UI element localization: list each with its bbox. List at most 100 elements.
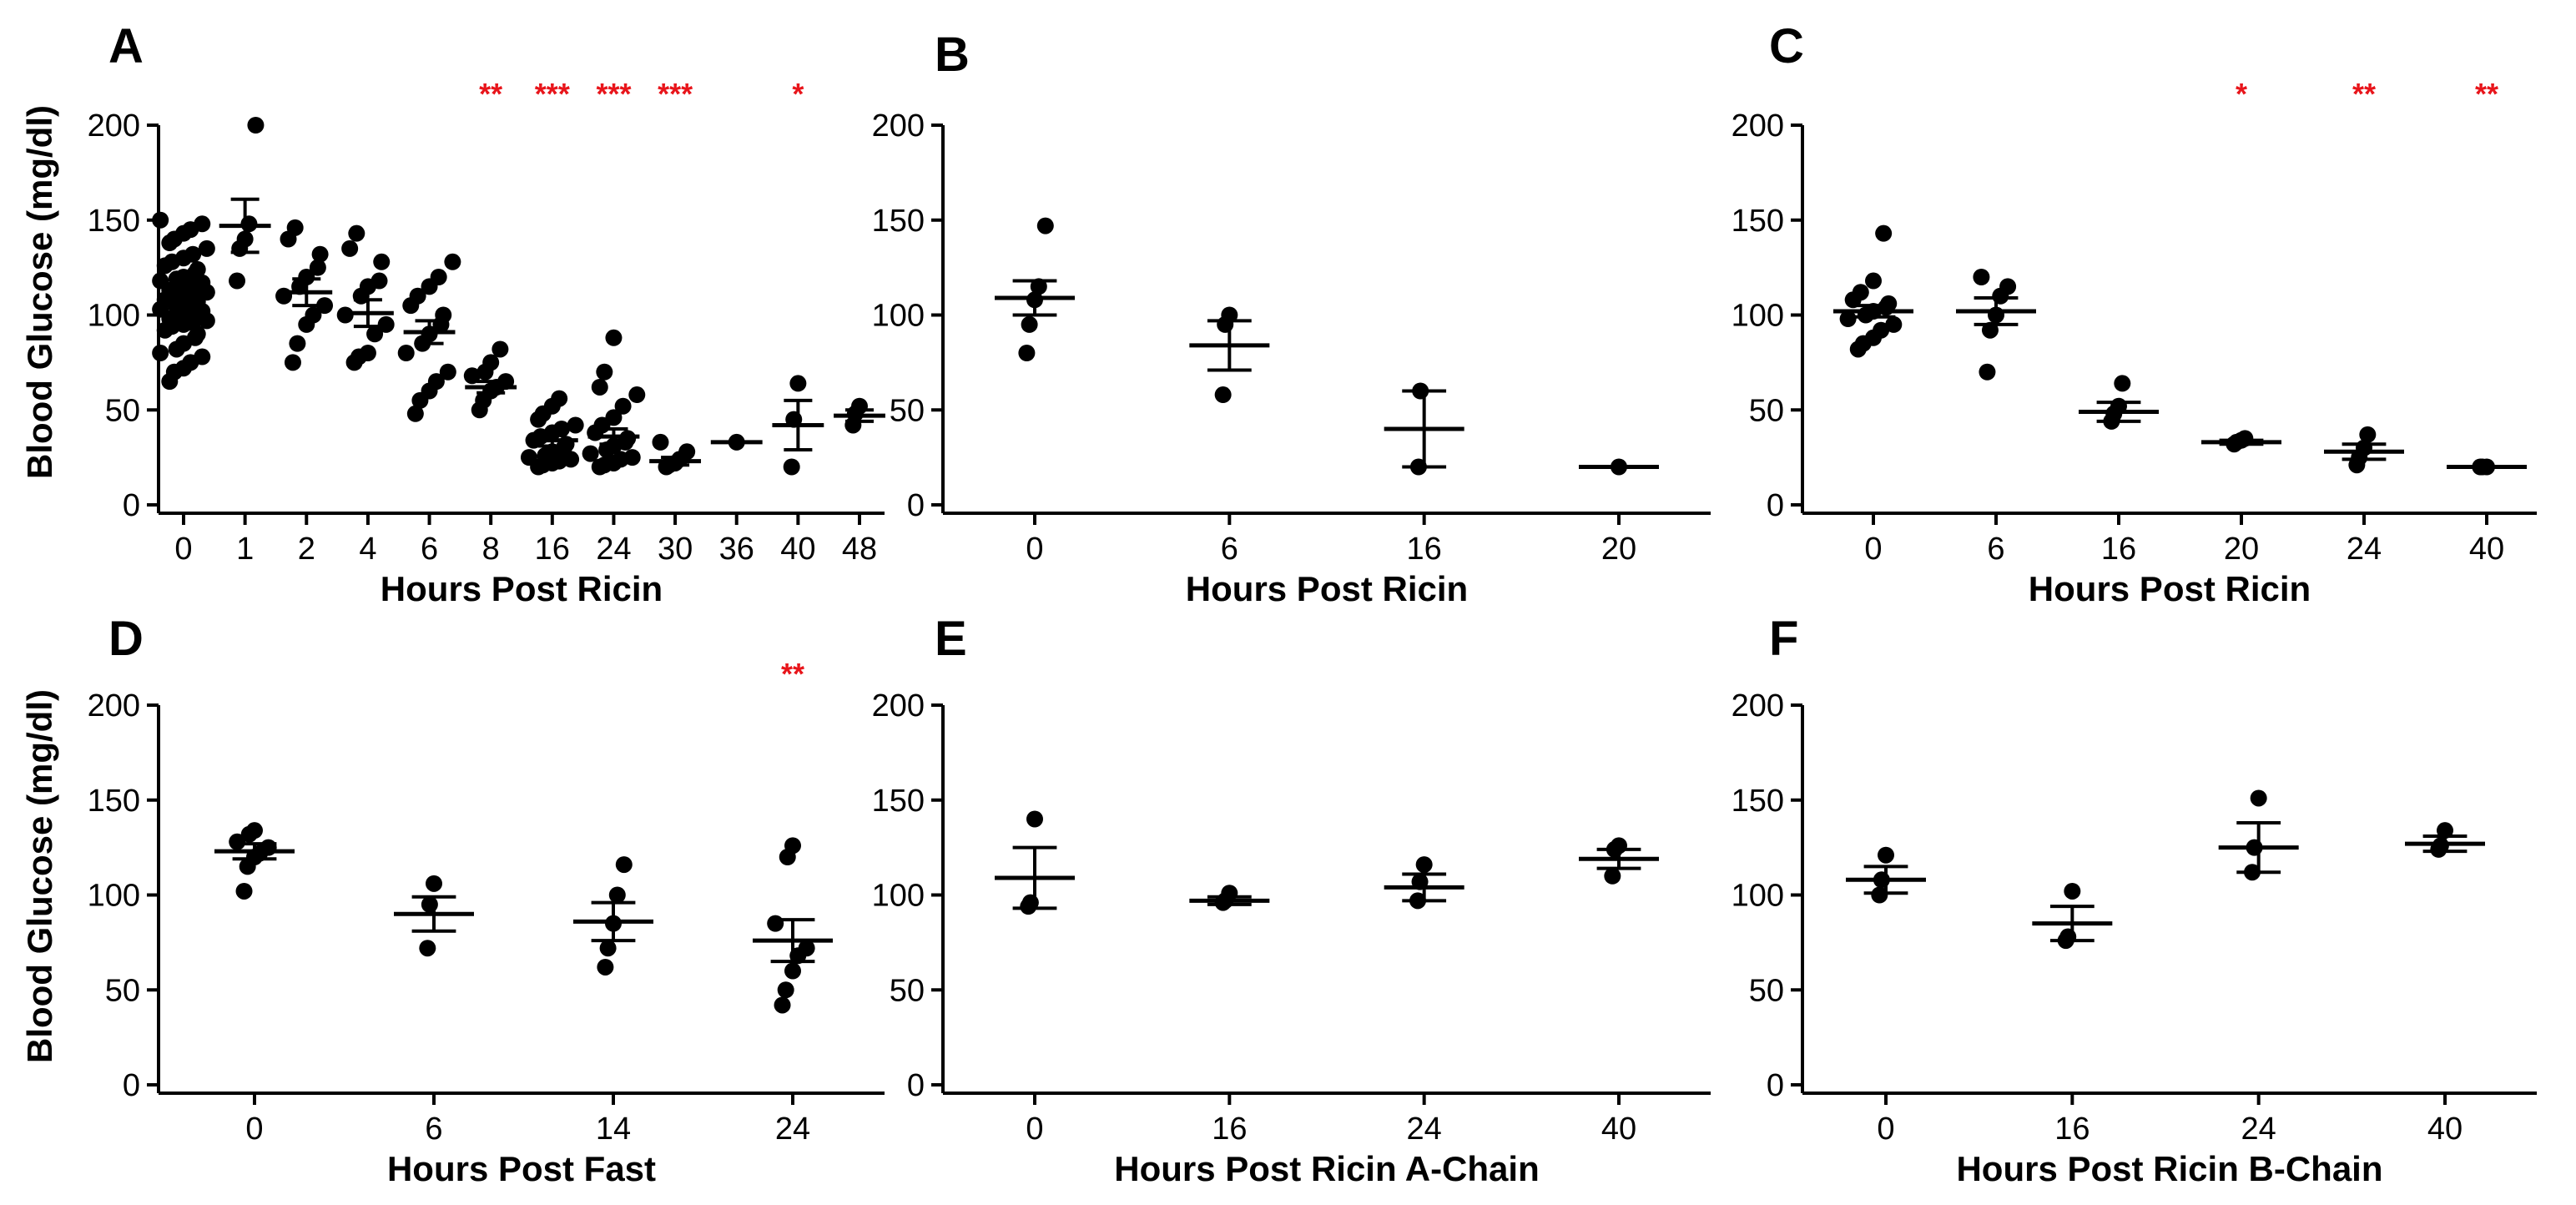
x-tick-label: 48 xyxy=(842,532,877,567)
x-tick-label: 24 xyxy=(1407,1112,1442,1147)
significance-marker: ** xyxy=(2352,77,2376,111)
data-point xyxy=(289,335,306,352)
significance-marker: *** xyxy=(658,77,693,111)
data-group xyxy=(582,329,646,476)
data-group xyxy=(2079,375,2159,430)
x-tick-label: 6 xyxy=(421,532,438,567)
data-group xyxy=(2218,789,2299,881)
y-tick-label: 50 xyxy=(1749,393,1784,428)
data-group xyxy=(995,217,1075,361)
data-point xyxy=(152,345,169,361)
panel-label: D xyxy=(108,612,144,666)
data-point xyxy=(605,329,623,346)
data-point xyxy=(520,449,537,466)
data-group xyxy=(995,810,1075,915)
x-axis-title: Hours Post Ricin B-Chain xyxy=(1956,1149,2382,1188)
x-tick-label: 4 xyxy=(359,532,376,567)
data-point xyxy=(366,325,384,343)
data-point xyxy=(2250,789,2267,807)
data-group xyxy=(2032,882,2113,950)
data-point xyxy=(767,915,784,932)
data-point xyxy=(359,345,376,361)
data-point xyxy=(1979,363,1996,381)
x-tick-label: 24 xyxy=(2347,532,2382,567)
data-point xyxy=(1604,867,1621,885)
panel-label: F xyxy=(1769,612,1798,666)
data-point xyxy=(784,837,801,855)
data-point xyxy=(247,117,265,134)
x-tick-label: 30 xyxy=(658,532,693,567)
data-point xyxy=(596,363,613,381)
x-tick-label: 2 xyxy=(298,532,315,567)
panel-d: D 0 50 100 150 200 0 6 14 24 Hours Post Fast ** xyxy=(88,612,885,1188)
data-point xyxy=(591,378,608,396)
data-point xyxy=(1878,846,1894,864)
significance-marker: *** xyxy=(596,77,631,111)
data-group xyxy=(397,253,461,422)
y-tick-label: 100 xyxy=(1732,879,1784,914)
data-point xyxy=(1885,315,1903,333)
x-tick-label: 6 xyxy=(1221,532,1238,567)
data-point xyxy=(567,416,584,434)
data-point xyxy=(615,856,633,874)
x-tick-label: 0 xyxy=(1026,1112,1043,1147)
data-point xyxy=(286,219,304,236)
x-tick-label: 40 xyxy=(780,532,815,567)
data-point xyxy=(599,940,617,957)
y-tick-label: 50 xyxy=(1749,973,1784,1008)
data-group xyxy=(2447,458,2527,476)
data-group xyxy=(1846,846,1926,904)
data-point xyxy=(623,449,641,466)
significance-marker: ** xyxy=(2475,77,2498,111)
x-tick-label: 20 xyxy=(2224,532,2259,567)
data-point xyxy=(194,215,211,233)
data-group xyxy=(275,219,334,371)
y-tick-label: 0 xyxy=(1767,1068,1784,1103)
data-point xyxy=(783,458,800,476)
x-tick-label: 0 xyxy=(245,1112,263,1147)
data-point xyxy=(463,367,481,385)
y-tick-label: 0 xyxy=(907,1068,925,1103)
data-point xyxy=(652,433,669,451)
x-tick-label: 16 xyxy=(535,532,570,567)
data-point xyxy=(298,269,315,285)
y-tick-label: 50 xyxy=(105,393,140,428)
data-point xyxy=(1873,321,1890,339)
x-axis-title: Hours Post Ricin xyxy=(1186,569,1468,608)
data-point xyxy=(246,822,263,839)
data-point xyxy=(439,363,456,381)
x-tick-label: 0 xyxy=(174,532,192,567)
data-point xyxy=(2359,426,2377,443)
y-axis-title-top: Blood Glucose (mg/dl) xyxy=(20,105,59,479)
y-tick-label: 100 xyxy=(88,879,140,914)
data-point xyxy=(1839,310,1857,328)
data-point xyxy=(377,315,395,333)
x-tick-label: 0 xyxy=(1877,1112,1894,1147)
significance-marker: ** xyxy=(479,77,502,111)
y-tick-label: 100 xyxy=(872,879,925,914)
x-tick-label: 0 xyxy=(1864,532,1882,567)
data-group xyxy=(2405,822,2485,858)
data-point xyxy=(1214,386,1232,404)
y-tick-label: 150 xyxy=(1732,784,1784,819)
data-point xyxy=(2064,882,2081,900)
data-point xyxy=(198,239,215,257)
data-group xyxy=(1384,856,1464,910)
data-group xyxy=(753,837,833,1014)
data-point xyxy=(341,239,359,257)
data-group xyxy=(1189,885,1270,911)
data-group xyxy=(772,375,824,476)
x-tick-label: 0 xyxy=(1026,532,1043,567)
data-group xyxy=(2201,430,2281,453)
data-group xyxy=(219,117,271,290)
data-point xyxy=(1880,295,1898,312)
y-tick-label: 50 xyxy=(105,973,140,1008)
x-tick-label: 24 xyxy=(775,1112,810,1147)
data-group xyxy=(394,875,474,957)
x-tick-label: 6 xyxy=(425,1112,442,1147)
x-tick-label: 36 xyxy=(719,532,754,567)
data-point xyxy=(397,345,415,361)
data-point xyxy=(551,390,568,407)
x-tick-label: 40 xyxy=(2427,1112,2463,1147)
